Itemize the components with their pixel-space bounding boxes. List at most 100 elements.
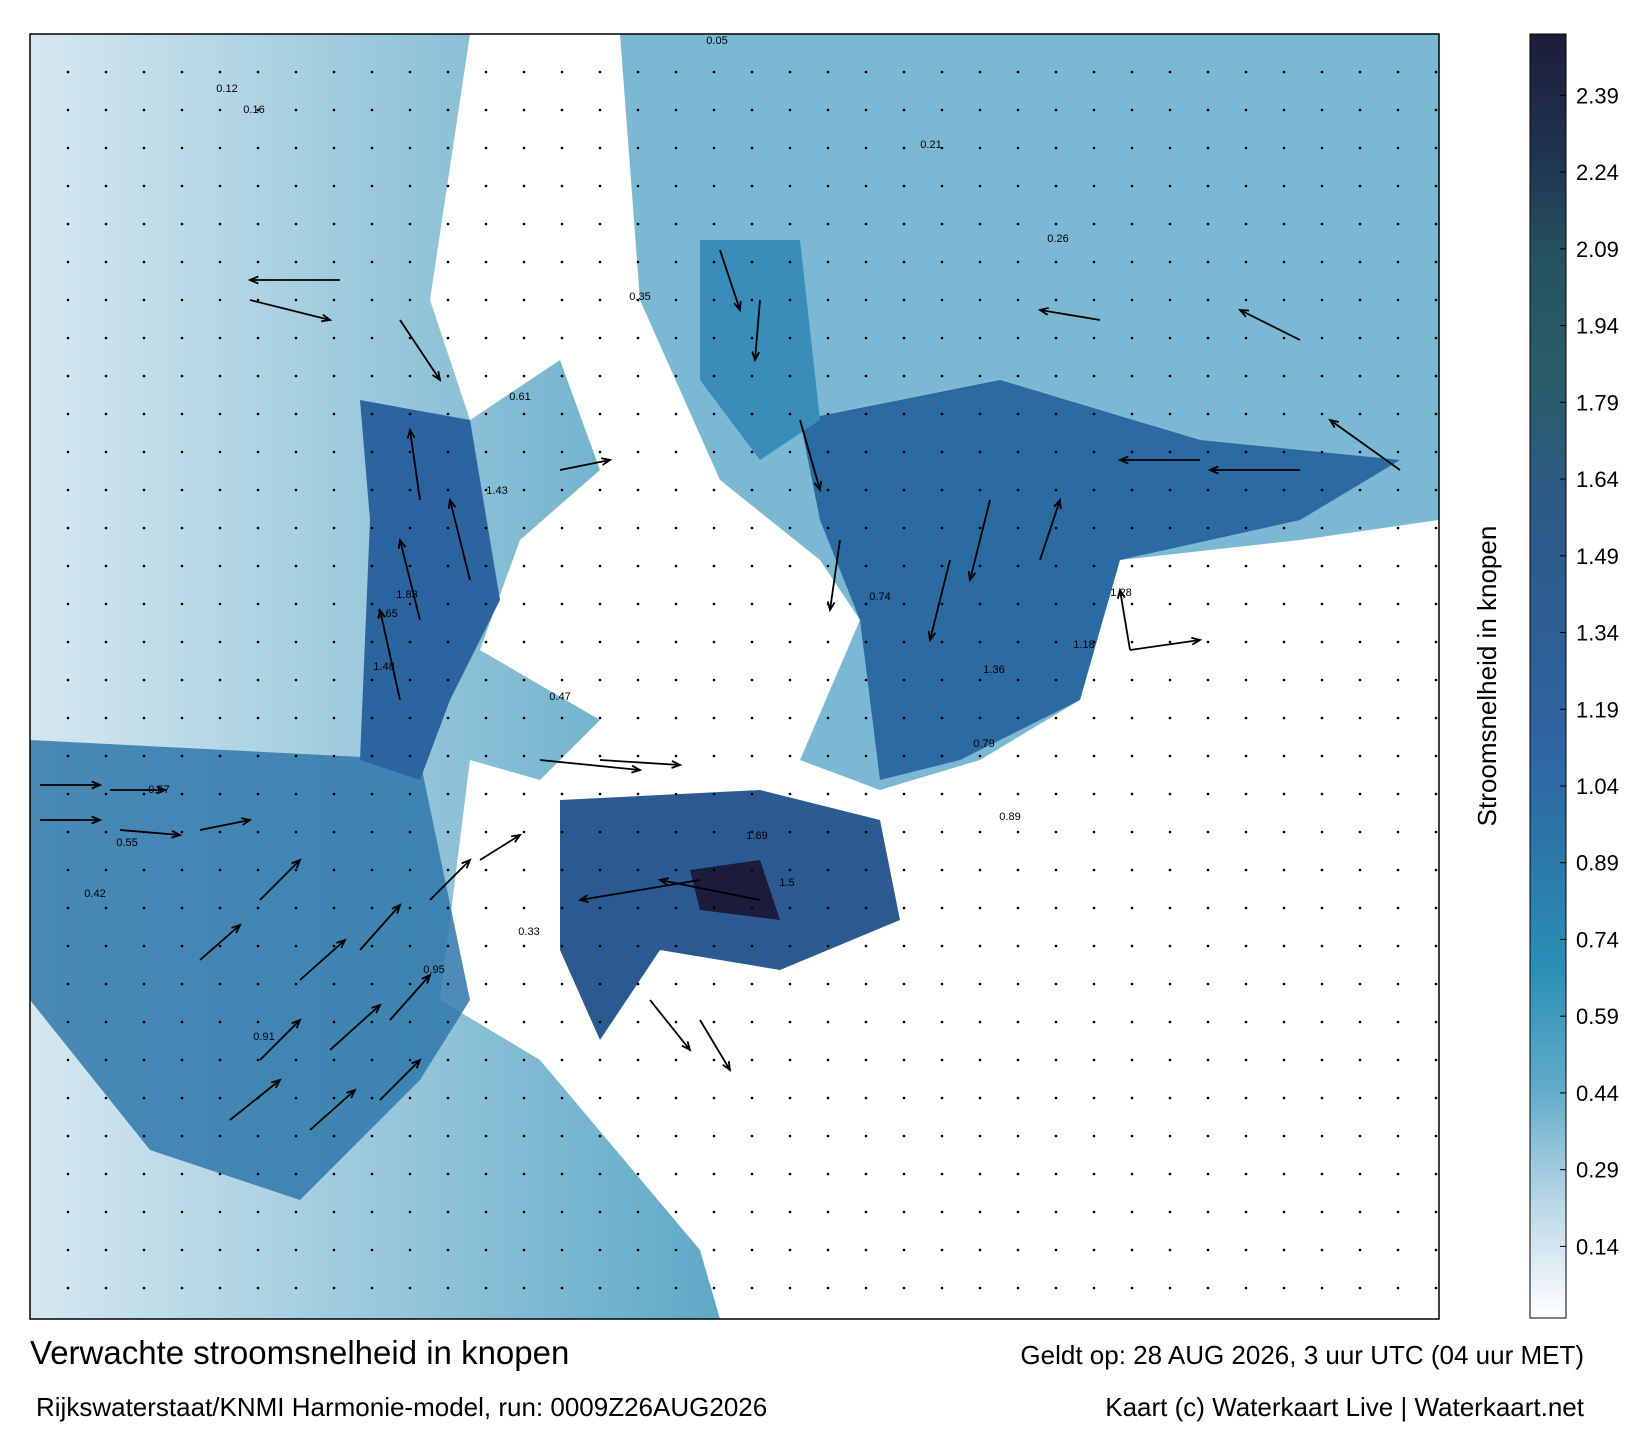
grid-dot xyxy=(1130,1286,1134,1290)
grid-dot xyxy=(902,602,906,606)
grid-dot xyxy=(1206,602,1210,606)
current-arrow xyxy=(379,1058,422,1101)
grid-dot xyxy=(180,526,184,530)
grid-dot xyxy=(180,602,184,606)
grid-dot xyxy=(1016,336,1020,340)
grid-dot xyxy=(788,1096,792,1100)
grid-dot xyxy=(180,1172,184,1176)
grid-dot xyxy=(1358,1286,1362,1290)
grid-dot xyxy=(180,678,184,682)
grid-dot xyxy=(864,830,868,834)
grid-dot xyxy=(636,982,640,986)
grid-dot xyxy=(1320,868,1324,872)
grid-dot xyxy=(1016,602,1020,606)
grid-dot xyxy=(484,602,488,606)
grid-dot xyxy=(864,1134,868,1138)
grid-dot xyxy=(332,678,336,682)
sea-channel xyxy=(560,790,900,1040)
grid-dot xyxy=(104,754,108,758)
grid-dot xyxy=(408,450,412,454)
grid-dot xyxy=(66,1134,70,1138)
grid-dot xyxy=(370,1286,374,1290)
speed-label: 1.65 xyxy=(376,608,397,620)
grid-dot xyxy=(826,488,830,492)
grid-dot xyxy=(332,260,336,264)
grid-dot xyxy=(864,640,868,644)
grid-dot xyxy=(294,184,298,188)
grid-dot xyxy=(750,488,754,492)
speed-label: 0.33 xyxy=(518,926,539,938)
grid-dot xyxy=(826,792,830,796)
grid-dot xyxy=(218,868,222,872)
grid-dot xyxy=(1168,1096,1172,1100)
grid-dot xyxy=(864,108,868,112)
grid-dot xyxy=(712,1058,716,1062)
grid-dot xyxy=(598,716,602,720)
grid-dot xyxy=(674,108,678,112)
grid-dot xyxy=(522,450,526,454)
current-arrow xyxy=(479,833,522,861)
grid-dot xyxy=(1282,982,1286,986)
grid-dot xyxy=(1244,564,1248,568)
current-arrow xyxy=(299,938,347,981)
current-arrow xyxy=(1037,307,1101,321)
grid-dot xyxy=(674,830,678,834)
grid-dot xyxy=(408,70,412,74)
grid-dot xyxy=(1168,1172,1172,1176)
grid-dot xyxy=(788,298,792,302)
grid-dot xyxy=(940,412,944,416)
grid-dot xyxy=(712,602,716,606)
grid-dot xyxy=(484,640,488,644)
grid-dot xyxy=(142,716,146,720)
grid-dot xyxy=(560,184,564,188)
grid-dot xyxy=(788,1248,792,1252)
grid-dot xyxy=(218,260,222,264)
grid-dot xyxy=(1320,1134,1324,1138)
grid-dot xyxy=(712,412,716,416)
grid-dot xyxy=(1206,678,1210,682)
grid-dot xyxy=(902,526,906,530)
grid-dot xyxy=(1206,754,1210,758)
grid-dot xyxy=(522,830,526,834)
grid-dot xyxy=(1092,602,1096,606)
grid-dot xyxy=(1434,640,1438,644)
grid-dot xyxy=(370,1134,374,1138)
grid-dot xyxy=(902,944,906,948)
current-arrow xyxy=(699,1019,732,1072)
grid-dot xyxy=(1092,640,1096,644)
grid-dot xyxy=(522,108,526,112)
grid-dot xyxy=(750,450,754,454)
grid-dot xyxy=(1282,184,1286,188)
grid-dot xyxy=(332,754,336,758)
current-arrow xyxy=(1117,587,1131,651)
grid-dot xyxy=(1130,1210,1134,1214)
grid-dot xyxy=(636,450,640,454)
grid-dot xyxy=(104,1096,108,1100)
grid-dot xyxy=(1282,678,1286,682)
grid-dot xyxy=(180,450,184,454)
grid-dot xyxy=(1092,1286,1096,1290)
grid-dot xyxy=(1092,260,1096,264)
grid-dot xyxy=(370,1248,374,1252)
grid-dot xyxy=(332,1286,336,1290)
grid-dot xyxy=(142,450,146,454)
grid-dot xyxy=(1434,70,1438,74)
grid-dot xyxy=(636,716,640,720)
grid-dot xyxy=(1244,1286,1248,1290)
grid-dot xyxy=(1396,70,1400,74)
grid-dot xyxy=(788,602,792,606)
grid-dot xyxy=(104,450,108,454)
grid-dot xyxy=(1244,1210,1248,1214)
grid-dot xyxy=(256,1286,260,1290)
grid-dot xyxy=(1130,1248,1134,1252)
grid-dot xyxy=(598,526,602,530)
grid-dot xyxy=(560,108,564,112)
grid-dot xyxy=(1396,412,1400,416)
current-arrow xyxy=(657,877,761,901)
grid-dot xyxy=(750,1134,754,1138)
grid-dot xyxy=(484,298,488,302)
grid-dot xyxy=(1282,716,1286,720)
grid-dot xyxy=(1282,754,1286,758)
grid-dot xyxy=(1358,1134,1362,1138)
grid-dot xyxy=(104,716,108,720)
